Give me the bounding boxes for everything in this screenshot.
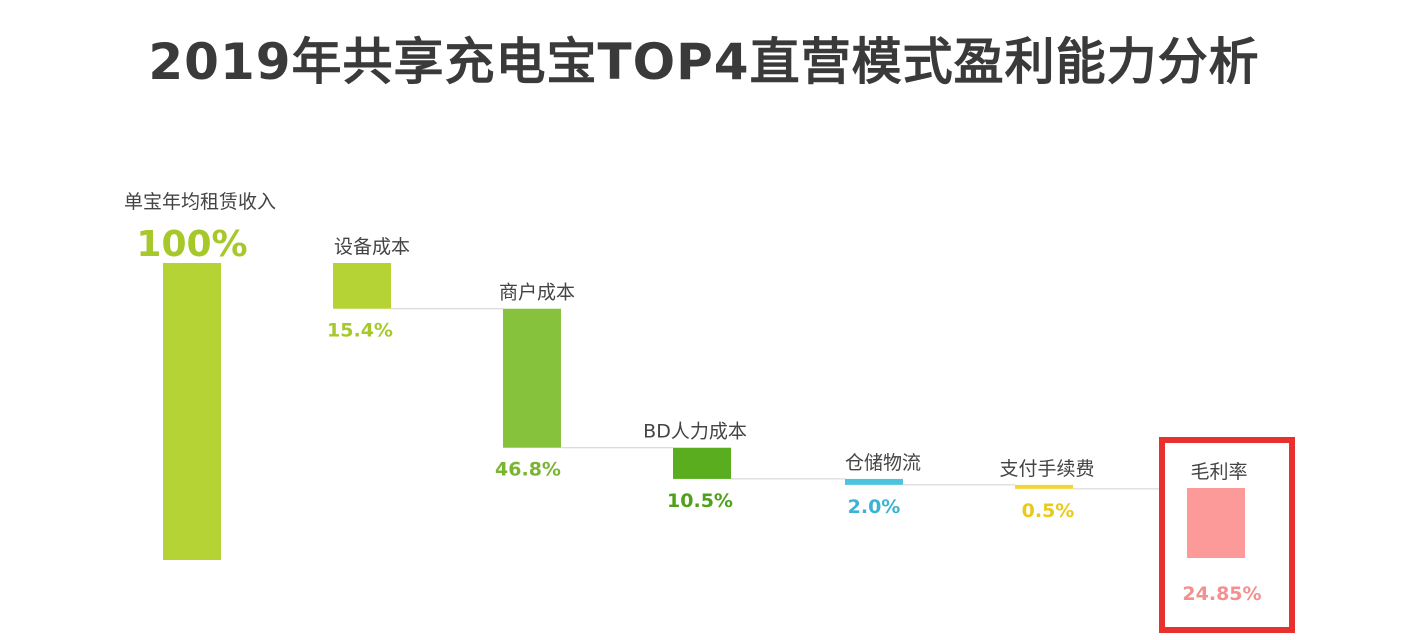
bar-4 [673,447,731,479]
value-label: 24.85% [1182,583,1261,605]
category-label: BD人力成本 [643,421,747,443]
value-label: 100% [136,224,247,265]
bar-1 [163,263,221,560]
category-label: 设备成本 [334,236,410,258]
bar-7 [1187,488,1245,558]
category-label: 单宝年均租赁收入 [124,191,276,213]
bar-3 [503,308,561,448]
value-label: 0.5% [1022,500,1075,522]
category-label: 支付手续费 [999,458,1094,480]
category-label: 毛利率 [1190,461,1247,483]
chart-title: 2019年共享充电宝TOP4直营模式盈利能力分析 [148,33,1260,91]
value-label: 10.5% [667,490,733,512]
bar-6 [1015,484,1073,489]
category-label: 仓储物流 [845,452,921,474]
category-label: 商户成本 [499,282,575,304]
bar-2 [333,263,391,309]
value-label: 46.8% [495,459,561,481]
value-label: 15.4% [327,320,393,342]
highlight-box [1159,437,1295,633]
value-label: 2.0% [848,496,901,518]
bar-5 [845,478,903,485]
